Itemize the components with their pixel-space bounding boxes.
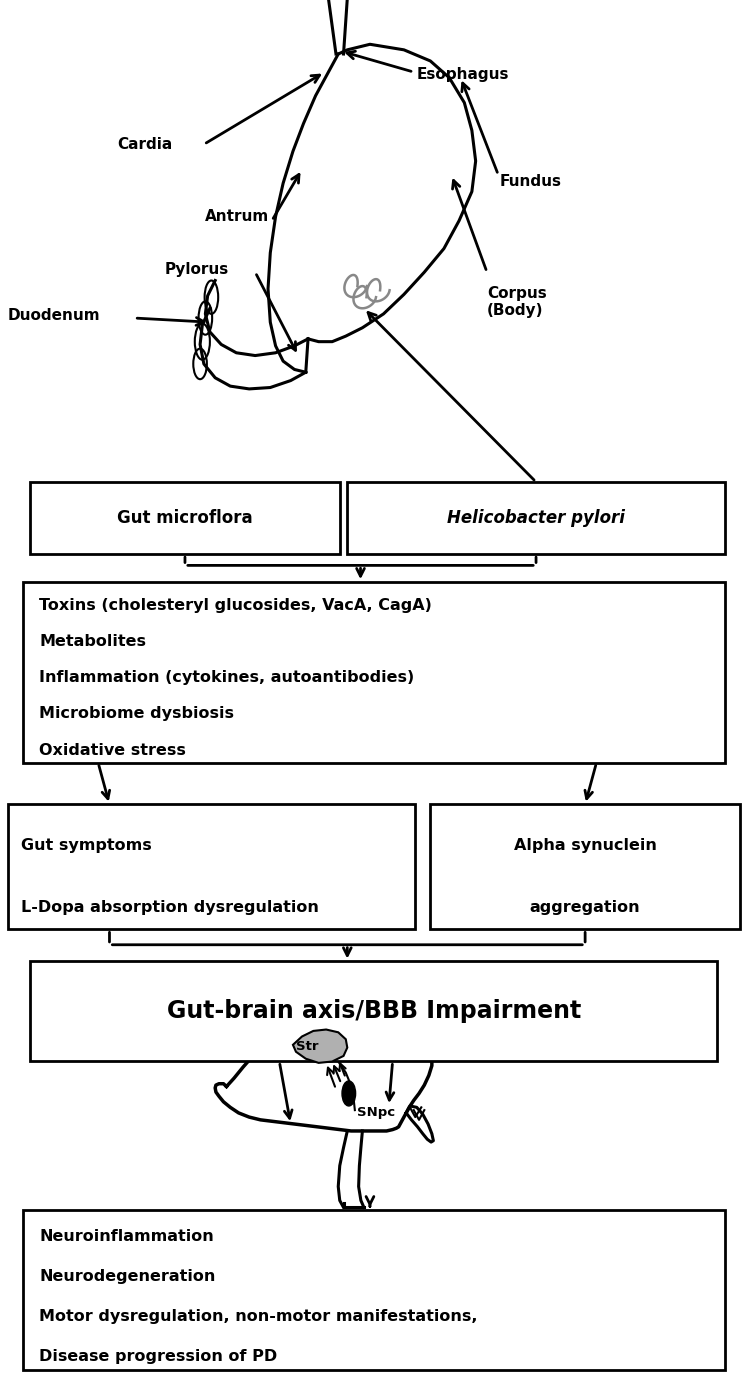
FancyBboxPatch shape [30,961,717,1062]
Text: Helicobacter pylori: Helicobacter pylori [447,509,625,527]
FancyBboxPatch shape [347,483,725,554]
Text: L-Dopa absorption dysregulation: L-Dopa absorption dysregulation [21,900,319,915]
Text: Gut symptoms: Gut symptoms [21,837,152,852]
FancyBboxPatch shape [30,483,340,554]
Text: Neuroinflammation: Neuroinflammation [39,1229,214,1244]
Text: Oxidative stress: Oxidative stress [39,742,186,757]
Text: Motor dysregulation, non-motor manifestations,: Motor dysregulation, non-motor manifesta… [39,1309,478,1324]
FancyBboxPatch shape [23,1211,725,1370]
Text: Alpha synuclein: Alpha synuclein [513,837,657,852]
Text: Str: Str [296,1039,319,1053]
Text: Fundus: Fundus [500,174,562,190]
Text: Gut microflora: Gut microflora [117,509,253,527]
Text: Inflammation (cytokines, autoantibodies): Inflammation (cytokines, autoantibodies) [39,671,414,685]
FancyBboxPatch shape [430,805,740,929]
Text: Cardia: Cardia [117,137,172,152]
Text: Antrum: Antrum [205,209,270,225]
Text: Disease progression of PD: Disease progression of PD [39,1349,278,1363]
Polygon shape [293,1030,347,1063]
Text: Gut-brain axis/BBB Impairment: Gut-brain axis/BBB Impairment [167,999,581,1024]
FancyBboxPatch shape [23,582,725,763]
Text: Neurodegeneration: Neurodegeneration [39,1268,216,1283]
Circle shape [342,1081,356,1106]
Text: Pylorus: Pylorus [165,262,229,276]
Text: Corpus
(Body): Corpus (Body) [487,286,547,318]
Text: aggregation: aggregation [530,900,640,915]
Text: Metabolites: Metabolites [39,635,146,649]
Text: Esophagus: Esophagus [417,67,510,82]
Text: Duodenum: Duodenum [8,308,100,322]
Text: Toxins (cholesteryl glucosides, VacA, CagA): Toxins (cholesteryl glucosides, VacA, Ca… [39,598,432,612]
Text: Microbiome dysbiosis: Microbiome dysbiosis [39,706,234,721]
FancyBboxPatch shape [8,805,415,929]
Text: SNpc: SNpc [357,1106,395,1119]
